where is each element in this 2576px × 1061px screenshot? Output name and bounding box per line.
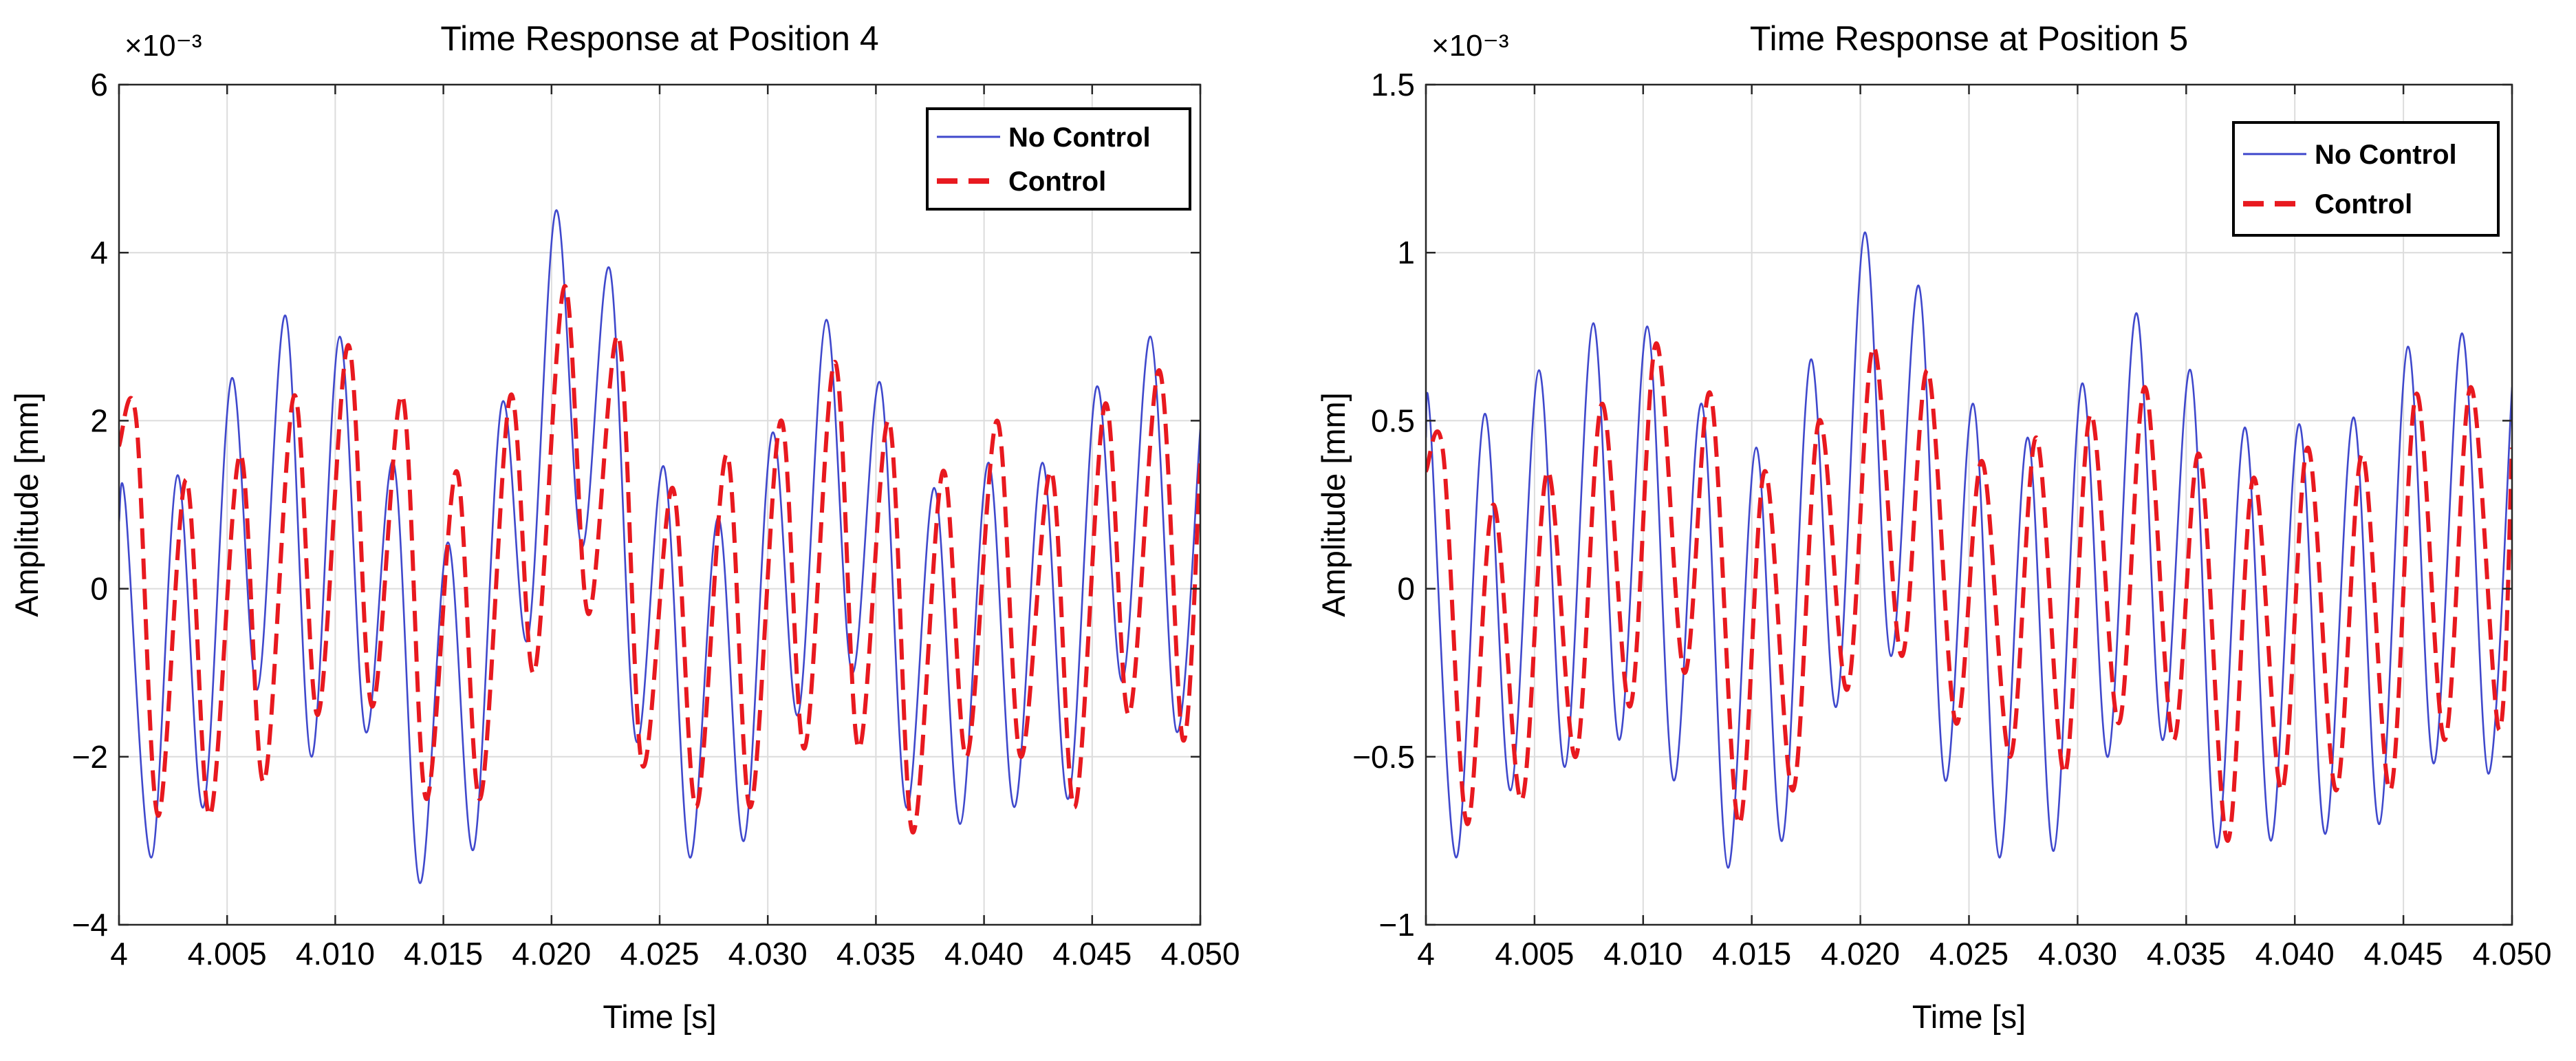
- x-tick-label: 4.015: [1712, 936, 1791, 972]
- y-tick-label: 0: [90, 571, 108, 607]
- x-tick-label: 4.005: [188, 936, 267, 972]
- y-tick-label: 1.5: [1371, 67, 1415, 103]
- y-multiplier-label: ×10⁻³: [125, 29, 202, 63]
- x-tick-label: 4.020: [512, 936, 591, 972]
- x-tick-label: 4.040: [2255, 936, 2335, 972]
- x-axis-label: Time [s]: [1912, 998, 2026, 1035]
- chart-2: 4 4.005 4.010 4.015 4.020 4.025 4.030 4.035 4.04…: [1315, 19, 2552, 1035]
- legend: No Control Control: [926, 107, 1191, 211]
- legend-box: [2232, 121, 2500, 237]
- series-line-control: [119, 283, 1200, 835]
- chart-title: Time Response at Position 4: [440, 19, 878, 58]
- y-multiplier-label: ×10⁻³: [1431, 29, 1509, 63]
- x-tick-label: 4: [110, 936, 128, 972]
- x-tick-label: 4.035: [2147, 936, 2226, 972]
- x-tick-label: 4.030: [728, 936, 808, 972]
- y-tick-label: −4: [72, 907, 108, 943]
- x-tick-label: 4.035: [836, 936, 916, 972]
- series-group: [1426, 231, 2512, 869]
- legend-box: [926, 107, 1191, 211]
- x-axis-label: Time [s]: [603, 998, 716, 1035]
- x-tick-label: 4.005: [1495, 936, 1574, 972]
- y-tick-label: 2: [90, 403, 108, 438]
- x-tick-label: 4.015: [404, 936, 483, 972]
- legend-entry-label: Control: [1008, 167, 1106, 197]
- legend-entry-label: No Control: [2315, 140, 2457, 170]
- y-tick-label: −1: [1379, 907, 1415, 943]
- y-tick-label: 6: [90, 67, 108, 103]
- x-tick-label: 4.050: [1160, 936, 1240, 972]
- x-tick-label: 4.020: [1821, 936, 1900, 972]
- x-tick-label: 4.030: [2038, 936, 2117, 972]
- y-tick-label: 1: [1397, 235, 1415, 270]
- series-line-no-control: [1426, 231, 2512, 869]
- x-tick-label: 4.010: [1603, 936, 1682, 972]
- legend-entry-label: Control: [2315, 189, 2412, 219]
- y-tick-label: 4: [90, 235, 108, 270]
- y-tick-label: 0.5: [1371, 403, 1415, 438]
- x-tick-label: 4.040: [944, 936, 1024, 972]
- y-axis-label: Amplitude [mm]: [8, 392, 45, 617]
- legend-entry-label: No Control: [1008, 122, 1151, 153]
- x-tick-label: 4.010: [296, 936, 375, 972]
- y-axis-label: Amplitude [mm]: [1315, 392, 1352, 617]
- series-line-control: [1426, 341, 2512, 843]
- x-tick-label: 4.045: [1052, 936, 1132, 972]
- x-tick-label: 4.050: [2472, 936, 2551, 972]
- legend: No Control Control: [2232, 121, 2500, 237]
- x-tick-label: 4: [1417, 936, 1435, 972]
- chart-1: 4 4.005 4.010 4.015 4.020 4.025 4.030 4.035 4.04…: [8, 19, 1240, 1035]
- x-tick-label: 4.025: [1929, 936, 2009, 972]
- series-group: [119, 209, 1200, 884]
- chart-title: Time Response at Position 5: [1750, 19, 2188, 58]
- y-tick-label: −2: [72, 739, 108, 775]
- y-tick-label: 0: [1397, 571, 1415, 607]
- series-line-no-control: [119, 209, 1200, 884]
- x-tick-label: 4.045: [2364, 936, 2443, 972]
- x-tick-label: 4.025: [620, 936, 699, 972]
- y-tick-label: −0.5: [1352, 739, 1415, 775]
